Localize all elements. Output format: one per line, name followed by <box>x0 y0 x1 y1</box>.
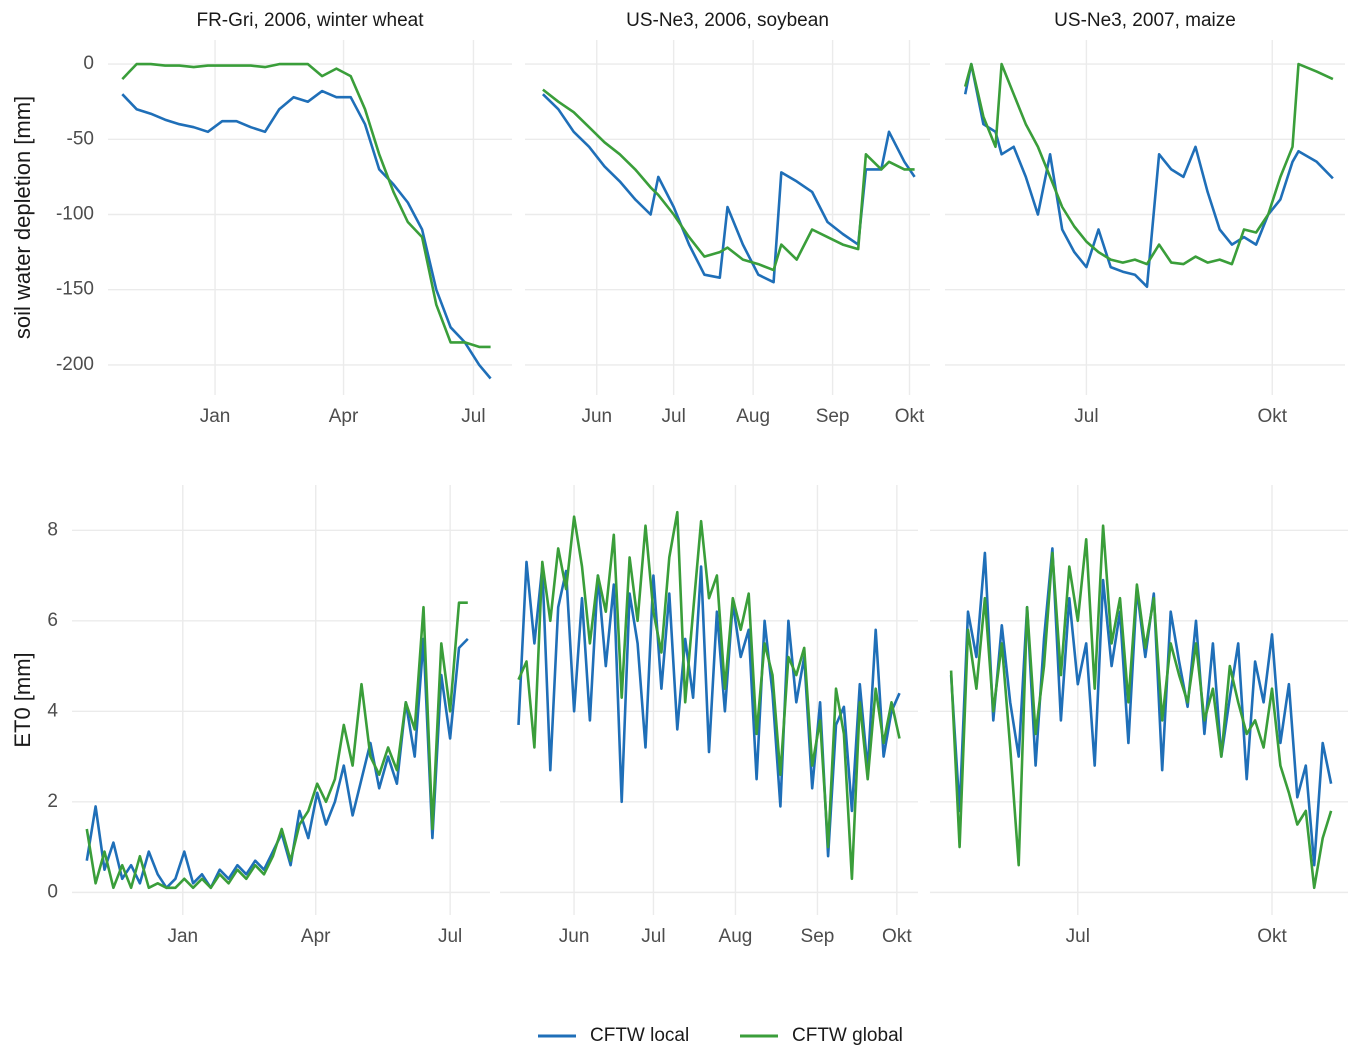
series-line <box>963 62 1334 288</box>
y-tick-label: 2 <box>47 791 58 812</box>
series-line <box>85 637 469 890</box>
panel-title: US-Ne3, 2006, soybean <box>626 10 829 31</box>
y-tick-label: 0 <box>47 881 58 902</box>
y-tick-label: 0 <box>83 53 94 74</box>
x-tick-label: Okt <box>1257 926 1287 947</box>
series-line <box>121 62 491 349</box>
y-tick-label: -200 <box>56 354 94 375</box>
x-tick-label: Okt <box>895 406 925 427</box>
x-tick-label: Apr <box>329 406 359 427</box>
x-tick-label: Jul <box>1066 926 1090 947</box>
panel-title: US-Ne3, 2007, maize <box>1054 10 1236 31</box>
x-tick-label: Jan <box>200 406 231 427</box>
y-axis-title: soil water depletion [mm] <box>10 96 35 339</box>
x-tick-label: Okt <box>1257 406 1287 427</box>
x-tick-label: Jul <box>662 406 686 427</box>
legend-label: CFTW local <box>590 1025 689 1046</box>
x-tick-label: Jun <box>559 926 590 947</box>
series-line <box>542 88 915 272</box>
x-tick-label: Sep <box>801 926 835 947</box>
y-axis-title: ET0 [mm] <box>10 652 35 747</box>
series-line <box>121 89 492 380</box>
x-tick-label: Jul <box>641 926 665 947</box>
y-tick-label: -50 <box>67 128 94 149</box>
y-tick-label: 8 <box>47 519 58 540</box>
series-line <box>963 62 1334 266</box>
x-tick-label: Aug <box>736 406 770 427</box>
y-tick-label: 6 <box>47 610 58 631</box>
x-tick-label: Jul <box>1074 406 1098 427</box>
y-tick-label: -150 <box>56 279 94 300</box>
x-tick-label: Aug <box>719 926 753 947</box>
y-tick-label: 4 <box>47 700 58 721</box>
x-tick-label: Apr <box>301 926 331 947</box>
x-tick-label: Sep <box>816 406 850 427</box>
x-tick-label: Jun <box>581 406 612 427</box>
x-tick-label: Jul <box>438 926 462 947</box>
x-tick-label: Jul <box>461 406 485 427</box>
panel-title: FR-Gri, 2006, winter wheat <box>196 10 424 31</box>
series-line <box>517 510 901 881</box>
series-line <box>541 93 916 284</box>
series-line <box>517 560 901 858</box>
series-line <box>949 524 1333 890</box>
series-line <box>85 601 468 890</box>
x-tick-label: Jan <box>167 926 198 947</box>
y-tick-label: -100 <box>56 204 94 225</box>
x-tick-label: Okt <box>882 926 912 947</box>
legend-label: CFTW global <box>792 1025 903 1046</box>
